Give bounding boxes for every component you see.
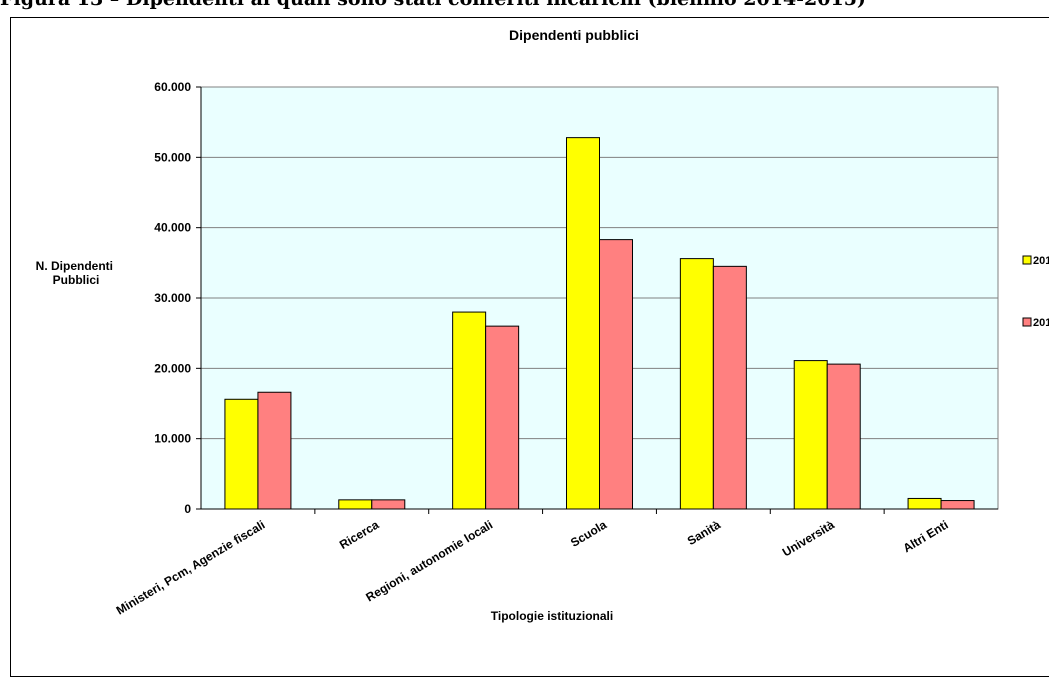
bar-1 xyxy=(338,499,373,510)
x-tick-label: Università xyxy=(780,517,837,559)
bar-2 xyxy=(940,500,975,510)
legend-swatch xyxy=(1022,255,1032,265)
bar-1 xyxy=(224,398,259,510)
bar-1 xyxy=(452,311,487,510)
y-axis-ticks: 0 10.000 20.000 30.000 40.000 50.000 60.000 xyxy=(154,80,201,516)
y-tick-label: 10.000 xyxy=(154,432,191,446)
y-axis-label: N. Dipendenti Pubblici xyxy=(36,259,117,287)
chart-title: Dipendenti pubblici xyxy=(509,27,639,43)
bar-2 xyxy=(826,363,861,510)
x-tick-label: Ministeri, Pcm, Agenzie fiscali xyxy=(114,518,268,618)
x-tick-label: Ricerca xyxy=(337,517,382,552)
y-tick-label: 40.000 xyxy=(154,221,191,235)
bar-2 xyxy=(371,499,406,510)
bar-2 xyxy=(485,325,520,510)
bar-1 xyxy=(679,258,714,510)
x-tick-label: Regioni, autonomie locali xyxy=(363,518,495,605)
y-tick-label: 60.000 xyxy=(154,80,191,94)
bar-2 xyxy=(712,265,747,510)
figure-caption: Figura 13 – Dipendenti ai quali sono sta… xyxy=(0,0,866,10)
bar-1 xyxy=(907,497,942,510)
legend-label: 201 xyxy=(1033,317,1049,329)
x-axis-label: Tipologie istituzionali xyxy=(491,609,613,623)
bars xyxy=(224,137,975,510)
bar-1 xyxy=(793,360,828,510)
bar-1 xyxy=(566,137,600,510)
bar-2 xyxy=(599,239,633,510)
x-tick-label: Sanità xyxy=(685,517,723,548)
legend-swatch xyxy=(1022,317,1032,327)
y-tick-label: 50.000 xyxy=(154,150,191,164)
x-tick-label: Scuola xyxy=(568,517,609,549)
y-tick-label: 30.000 xyxy=(154,291,191,305)
y-tick-label: 20.000 xyxy=(154,361,191,375)
x-axis-ticks: Ministeri, Pcm, Agenzie fiscali RicercaRe… xyxy=(114,509,951,618)
y-tick-label: 0 xyxy=(184,502,191,516)
x-tick-label: Altri Enti xyxy=(901,518,951,556)
bar-2 xyxy=(257,391,292,510)
y-axis-label-line-2: Pubblici xyxy=(53,273,100,287)
legend-label: 201 xyxy=(1033,255,1049,267)
legend: 201 201 xyxy=(1022,255,1049,329)
y-axis-label-line-1: N. Dipendenti xyxy=(36,259,113,273)
